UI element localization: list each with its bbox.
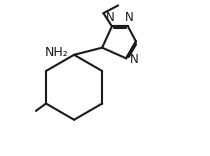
Text: N: N	[125, 11, 134, 24]
Text: N: N	[130, 53, 138, 66]
Text: NH₂: NH₂	[45, 46, 69, 59]
Text: N: N	[106, 11, 115, 24]
